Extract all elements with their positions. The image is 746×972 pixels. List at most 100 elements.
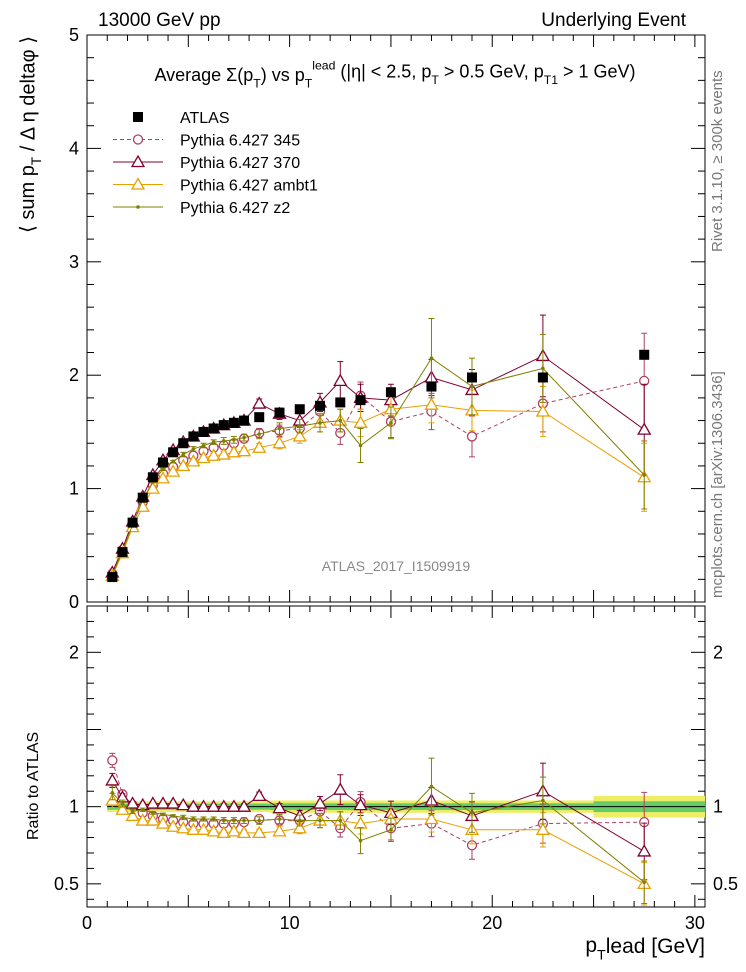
ratio-series-1-point (216, 799, 231, 812)
ratio-series-3-point (120, 801, 125, 806)
series-2-point (165, 464, 181, 477)
atlas-point (315, 400, 326, 411)
x-tick-label: 20 (482, 913, 502, 933)
chart-title: Average Σ(pT) vs pTlead (|η| < 2.5, pT >… (154, 58, 635, 90)
series-3-point (181, 452, 186, 457)
series-2-point (535, 404, 551, 417)
atlas-point (335, 397, 346, 408)
series-3-point (297, 424, 302, 429)
series-3-point (470, 384, 474, 389)
ratio-series-2-point (135, 813, 150, 826)
y-tick-label: 0 (69, 592, 79, 612)
atlas-point (218, 420, 229, 431)
y-tick-label: 0.5 (54, 874, 79, 894)
ratio-y-axis-label: Ratio to ATLAS (25, 732, 42, 840)
atlas-point (208, 423, 219, 434)
legend-marker (130, 177, 146, 190)
ratio-series-3-point (201, 817, 206, 821)
atlas-point (228, 417, 239, 428)
ratio-series-3-point (338, 818, 343, 823)
ratio-series-3-point (642, 880, 647, 885)
ratio-series-2-point (186, 822, 201, 835)
atlas-point (426, 381, 437, 392)
ratio-series-3-point (297, 818, 302, 823)
series-3-point (242, 435, 246, 440)
ratio-series-1-point (125, 796, 140, 809)
series-3-point (338, 418, 343, 423)
ratio-series-1-point (155, 796, 171, 809)
series-3-point (277, 426, 282, 431)
legend-label: Pythia 6.427 345 (180, 133, 300, 150)
series-2-point (206, 448, 221, 461)
atlas-point (198, 426, 209, 437)
series-2-point (196, 450, 211, 464)
ratio-series-3-point (161, 812, 165, 817)
series-3-point (358, 443, 363, 448)
ratio-series-2-point (125, 808, 140, 822)
ratio-series-0-point (107, 755, 118, 766)
ratio-series-3-point (221, 818, 226, 823)
ratio-series-3-point (211, 817, 216, 821)
series-3-point (211, 440, 216, 444)
series-2-point (424, 397, 439, 410)
ratio-series-1-point (272, 800, 287, 814)
series-3-point (232, 438, 236, 442)
legend-label: ATLAS (180, 110, 230, 127)
ratio-panel: 0 10 20 30 0.5 0.5 1 1 2 2 Ratio to ATLAS pTlead [G… (25, 605, 738, 963)
legend-label: Pythia 6.427 370 (180, 155, 300, 172)
series-2-point (155, 471, 171, 484)
y-tick-label: 1 (69, 797, 79, 817)
ratio-series-2-line (111, 800, 645, 885)
ratio-series-3-point (110, 790, 115, 795)
ratio-series-3-point (389, 828, 393, 832)
x-tick-label: 0 (82, 913, 92, 933)
series-1-point (252, 396, 267, 409)
series-3-point (257, 432, 262, 436)
legend-marker (132, 134, 144, 145)
rivet-side-label: Rivet 3.1.10, ≥ 300k events (709, 70, 726, 252)
series-3-point (642, 473, 647, 477)
series-3-point (389, 421, 393, 425)
series-2-line (111, 404, 645, 577)
y-tick-label: 5 (69, 25, 79, 45)
series-0-line (111, 380, 645, 574)
atlas-point (157, 457, 168, 468)
y-tick-label: 0.5 (713, 874, 738, 894)
series-2-point (236, 443, 252, 457)
ratio-series-2-point (176, 820, 191, 834)
series-3-point (171, 459, 175, 464)
ratio-series-2-point (196, 822, 211, 835)
ratio-series-1-point (333, 782, 348, 795)
ratio-series-2-point (145, 813, 160, 826)
ratio-series-3-point (541, 798, 545, 803)
x-axis-label: pTlead [GeV] (585, 934, 705, 963)
series-2-point (226, 445, 242, 458)
main-frame (86, 34, 706, 603)
atlas-point (127, 517, 138, 528)
ratio-series-2-point (155, 816, 171, 829)
header-left-label: 13000 GeV pp (98, 10, 221, 31)
ratio-frame (86, 605, 706, 908)
x-tick-label: 10 (280, 913, 300, 933)
series-2-point (176, 458, 191, 472)
x-tick-label: 30 (685, 913, 705, 933)
ratio-series-3-point (277, 817, 282, 821)
series-3-point (191, 447, 196, 451)
ratio-series-1-point (165, 796, 181, 809)
ratio-series-2-point (206, 824, 221, 837)
ratio-series-2-point (236, 825, 252, 839)
analysis-watermark: ATLAS_2017_I1509919 (322, 558, 471, 574)
ratio-series-3-point (232, 818, 236, 823)
ratio-series-2-point (252, 825, 267, 839)
series-2-point (186, 454, 201, 467)
series-2-point (353, 415, 368, 428)
atlas-point (239, 415, 250, 426)
legend-marker (130, 154, 146, 168)
ratio-series-3-point (257, 818, 262, 823)
ratio-series-1-point (637, 844, 652, 857)
header-right-label: Underlying Event (541, 10, 686, 31)
ratio-series-3-point (171, 814, 175, 818)
ratio-series-2-point (165, 819, 181, 832)
y-axis-label: ⟨ sum pT / Δ η deltaφ ⟩ (17, 36, 44, 233)
ratio-series-1-point (312, 796, 328, 809)
